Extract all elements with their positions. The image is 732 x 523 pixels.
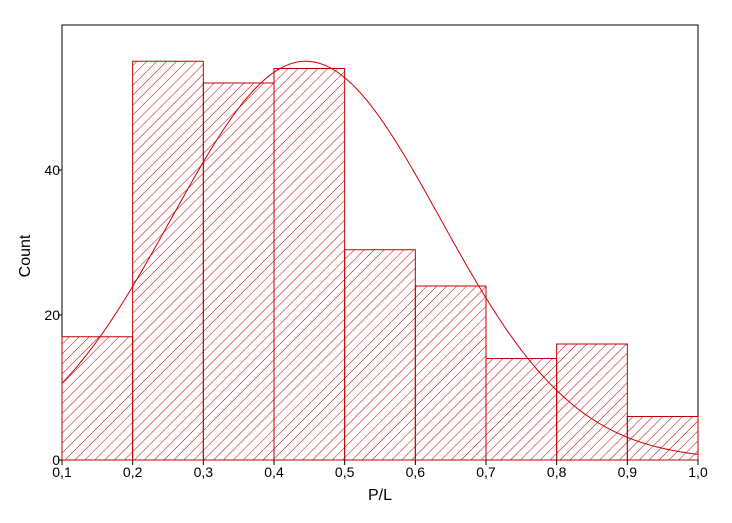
curve-group — [62, 60, 698, 455]
x-tick-label-0: 0,1 — [52, 464, 72, 480]
histogram-bar-4 — [344, 249, 416, 461]
normal-fit-curve — [62, 60, 698, 455]
histogram-bar-1 — [132, 60, 204, 461]
y-tick-label-0: 0 — [52, 452, 60, 468]
histogram-bar-6 — [485, 358, 558, 461]
histogram-bar-7 — [556, 343, 628, 461]
x-tick-label-5: 0,6 — [406, 464, 426, 480]
x-tick-label-8: 0,9 — [618, 464, 638, 480]
y-axis-title: Count — [17, 234, 34, 277]
x-tick-label-4: 0,5 — [335, 464, 355, 480]
y-tick-label-2: 40 — [44, 162, 60, 178]
histogram-bar-3 — [273, 68, 346, 461]
x-tick-label-6: 0,7 — [476, 464, 496, 480]
x-tick-label-2: 0,3 — [194, 464, 214, 480]
histogram-bar-5 — [414, 285, 487, 461]
x-tick-label-7: 0,8 — [547, 464, 567, 480]
x-ticks-group: 0,1 0,2 0,3 0,4 0,5 0,6 0,7 0,8 0,9 1,0 — [52, 460, 708, 480]
histogram-bar-2 — [202, 82, 275, 461]
histogram-bar-0 — [61, 336, 134, 461]
y-ticks-group: 0 20 40 — [44, 162, 62, 468]
x-tick-label-9: 1,0 — [688, 464, 708, 480]
bars-group — [61, 60, 699, 461]
x-axis-title: P/L — [368, 487, 392, 504]
x-tick-label-1: 0,2 — [123, 464, 143, 480]
y-tick-label-1: 20 — [44, 307, 60, 323]
x-tick-label-3: 0,4 — [264, 464, 284, 480]
